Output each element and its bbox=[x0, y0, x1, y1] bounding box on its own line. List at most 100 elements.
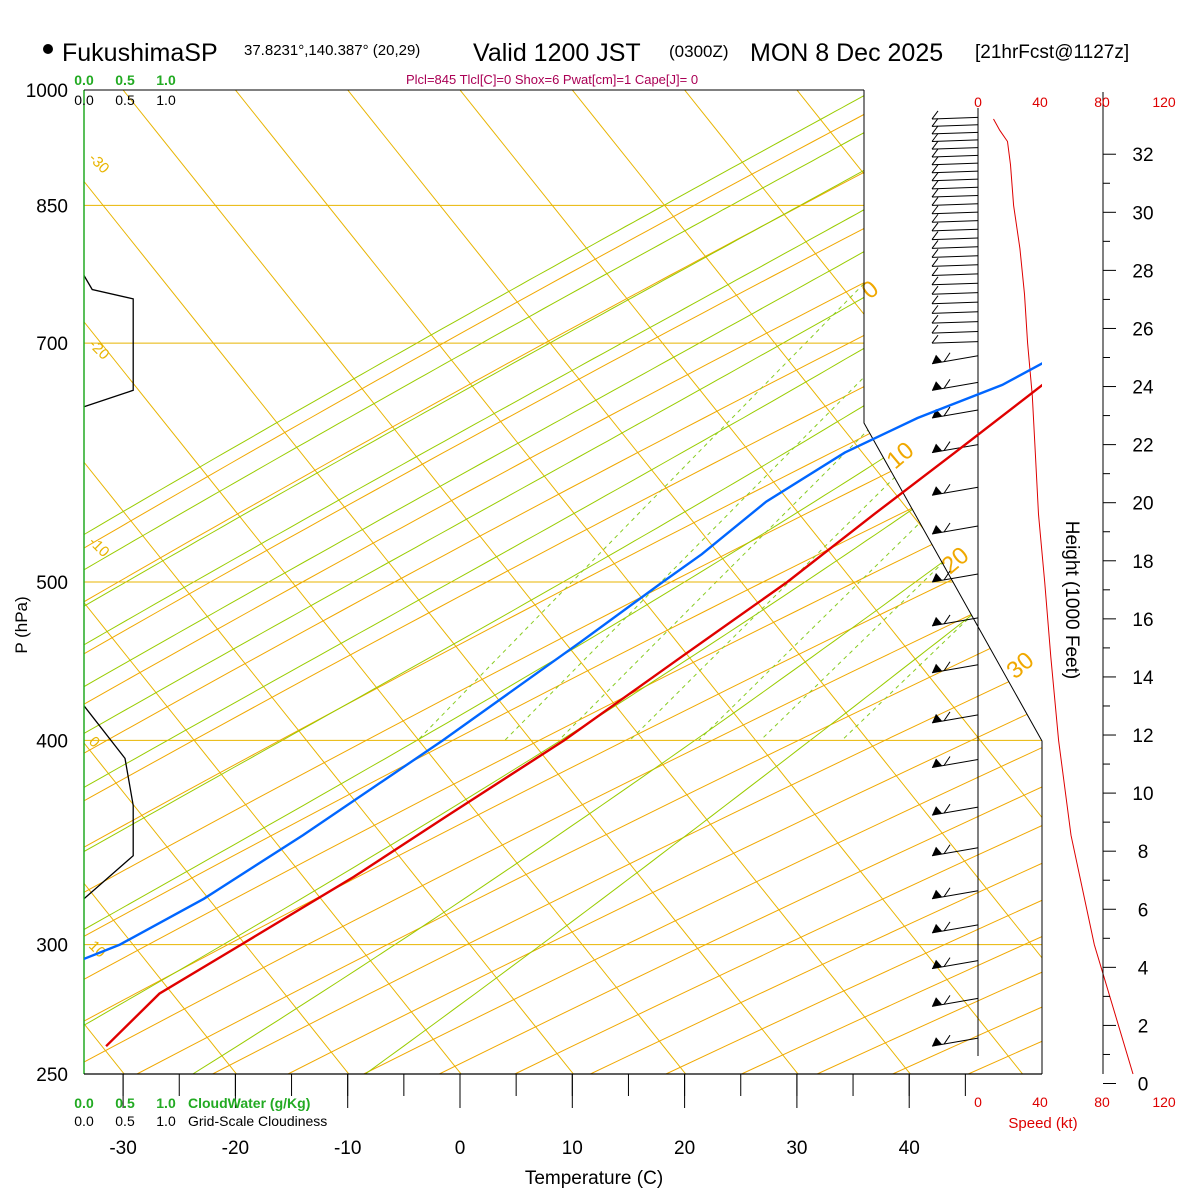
wind-barb-feather bbox=[943, 957, 951, 967]
wind-barb-pennant bbox=[932, 758, 942, 768]
wind-barb-staff bbox=[931, 997, 979, 1007]
wind-barb bbox=[931, 140, 979, 150]
wind-barb-feather bbox=[931, 305, 939, 314]
wind-barb-feather bbox=[931, 267, 939, 276]
wind-barb-feather bbox=[931, 148, 939, 158]
dry-adiabat-line bbox=[136, 623, 1042, 1074]
isotherm-label: -30 bbox=[85, 150, 112, 177]
speed-tick-label-bottom: 40 bbox=[1032, 1094, 1048, 1110]
wind-barb-staff bbox=[931, 139, 979, 143]
height-tick-label: 24 bbox=[1132, 378, 1154, 399]
cloudiness-tick-bottom: 1.0 bbox=[156, 1113, 176, 1129]
x-tick-label: 30 bbox=[786, 1138, 807, 1159]
wind-barb-staff bbox=[931, 116, 979, 120]
x-tick-label: -10 bbox=[334, 1138, 361, 1159]
wind-barb bbox=[931, 295, 979, 305]
stability-indices: Plcl=845 Tlcl[C]=0 Shox=6 Pwat[cm]=1 Cap… bbox=[406, 72, 698, 87]
station-coords: 37.8231°,140.387° (20,29) bbox=[244, 42, 420, 59]
wind-barb bbox=[931, 267, 979, 277]
dry-adiabat-line bbox=[84, 444, 1042, 937]
wind-barb bbox=[931, 231, 979, 241]
speed-tick-label-bottom: 0 bbox=[974, 1094, 982, 1110]
dry-adiabat-line bbox=[363, 747, 1042, 1074]
wind-barb bbox=[931, 887, 979, 900]
cloudiness-tick-bottom: 0.5 bbox=[115, 1113, 135, 1129]
height-tick-label: 22 bbox=[1132, 436, 1153, 457]
wind-barb-staff bbox=[931, 194, 979, 198]
pressure-label: 400 bbox=[36, 731, 68, 752]
wind-barb-staff bbox=[931, 273, 979, 277]
wind-barb-pennant bbox=[932, 846, 942, 856]
wind-barb-staff bbox=[931, 203, 979, 206]
wind-barb-feather bbox=[943, 522, 951, 533]
cloudiness-tick-top: 0.5 bbox=[115, 92, 135, 108]
speed-tick-label-top: 80 bbox=[1094, 94, 1110, 110]
wind-barb-pennant bbox=[932, 486, 942, 496]
valid-zulu: (0300Z) bbox=[669, 42, 729, 61]
y-axis-title: P (hPa) bbox=[12, 596, 31, 653]
wind-barb-staff bbox=[931, 237, 979, 241]
wind-barb bbox=[931, 197, 979, 206]
wind-barb bbox=[931, 614, 979, 627]
valid-date: MON 8 Dec 2025 bbox=[750, 39, 943, 67]
wind-barb-pennant bbox=[932, 713, 942, 723]
wind-barb-pennant bbox=[932, 573, 942, 582]
wind-barb-pennant bbox=[932, 381, 942, 391]
height-tick-label: 2 bbox=[1138, 1016, 1149, 1037]
wind-barb-feather bbox=[931, 180, 939, 190]
wind-speed-line bbox=[993, 118, 1134, 1075]
wind-barb bbox=[931, 249, 979, 258]
wind-barb-pennant bbox=[932, 443, 942, 453]
height-tick-label: 20 bbox=[1132, 494, 1153, 515]
dry-adiabat-line bbox=[84, 396, 1042, 893]
height-tick-label: 6 bbox=[1138, 900, 1149, 921]
wind-barb-staff bbox=[931, 381, 979, 391]
dry-adiabat-line bbox=[84, 191, 1042, 705]
cloud-water-tick-bottom: 0.5 bbox=[115, 1095, 135, 1111]
wind-barb bbox=[931, 406, 979, 419]
wind-barb-feather bbox=[931, 334, 939, 344]
wind-barb-staff bbox=[931, 162, 979, 166]
speed-tick-label-bottom: 120 bbox=[1152, 1094, 1176, 1110]
dewpoint-line bbox=[84, 362, 1042, 961]
wind-barb-staff bbox=[931, 525, 979, 535]
wind-barb-feather bbox=[931, 231, 939, 240]
pressure-label: 300 bbox=[36, 936, 68, 957]
wind-barb-pennant bbox=[932, 663, 942, 673]
wind-barb-feather bbox=[943, 661, 951, 672]
wind-barb bbox=[931, 995, 979, 1007]
wind-barb-staff bbox=[931, 131, 979, 135]
wind-barb-feather bbox=[931, 285, 939, 295]
wind-barb-feather bbox=[943, 483, 951, 494]
wind-barb-feather bbox=[931, 295, 939, 305]
station-name: FukushimaSP bbox=[62, 39, 218, 67]
wind-barb bbox=[931, 213, 979, 223]
wind-barb bbox=[931, 314, 979, 324]
x-tick-label: -30 bbox=[109, 1138, 136, 1159]
moist-adiabat-line bbox=[84, 419, 1042, 1026]
cloud-water-tick-top: 0.5 bbox=[115, 72, 135, 88]
wind-barb-feather bbox=[943, 995, 951, 1005]
wind-barb-staff bbox=[931, 617, 979, 627]
wind-barb-feather bbox=[943, 441, 951, 451]
pressure-label: 850 bbox=[36, 196, 68, 217]
pressure-label: 500 bbox=[36, 573, 68, 594]
wind-barb-feather bbox=[943, 1034, 951, 1045]
wind-barb bbox=[931, 240, 979, 249]
cloud-water-tick-bottom: 0.0 bbox=[74, 1095, 94, 1111]
wind-barb-staff bbox=[931, 246, 979, 249]
height-tick-label: 32 bbox=[1132, 145, 1153, 166]
wind-barb-staff bbox=[931, 264, 979, 267]
wind-barb-staff bbox=[931, 409, 979, 419]
wind-barb-staff bbox=[931, 341, 979, 344]
height-tick-label: 18 bbox=[1132, 552, 1153, 573]
wind-barb-staff bbox=[931, 255, 979, 258]
isotherm-line bbox=[84, 882, 237, 1074]
wind-barb-staff bbox=[931, 960, 979, 970]
cloud-water-tick-bottom: 1.0 bbox=[156, 1095, 176, 1111]
wind-barb bbox=[931, 156, 979, 166]
isotherm-line bbox=[84, 601, 462, 1074]
wind-barb-staff bbox=[931, 178, 979, 182]
dry-adiabat-line bbox=[84, 490, 1042, 980]
